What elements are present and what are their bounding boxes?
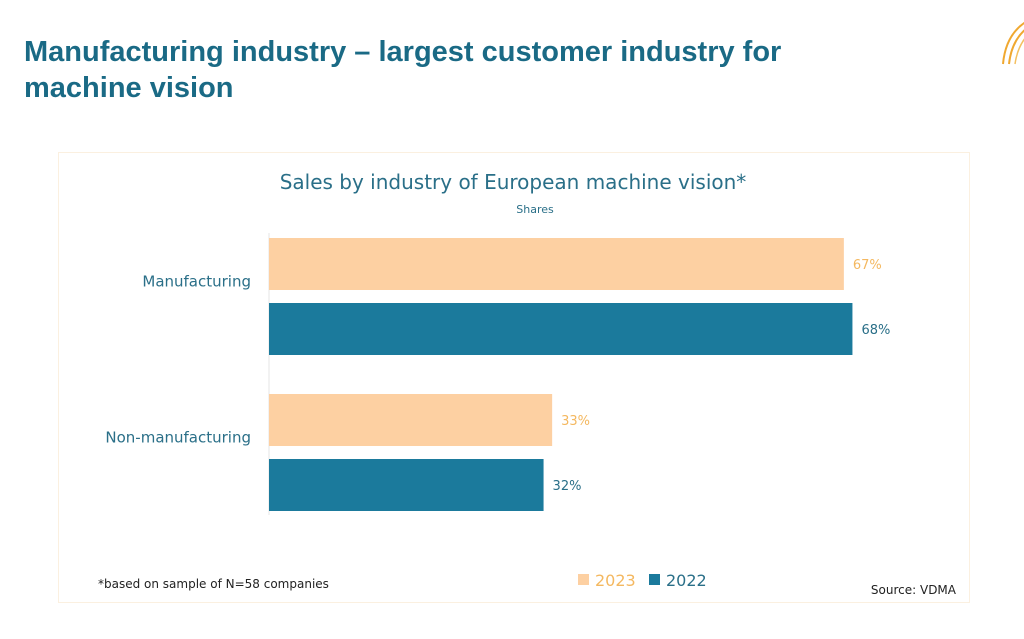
data-label: 68% — [861, 323, 890, 338]
data-label: 33% — [561, 414, 590, 429]
category-label: Manufacturing — [142, 273, 251, 291]
bar-2022-manufacturing — [269, 303, 853, 355]
legend-swatch-2022 — [649, 574, 660, 585]
legend-label-2022: 2022 — [666, 571, 707, 590]
footnote: *based on sample of N=58 companies — [98, 577, 329, 591]
chart-panel: Sales by industry of European machine vi… — [58, 152, 970, 603]
legend-swatch-2023 — [578, 574, 589, 585]
category-label: Non-manufacturing — [105, 429, 251, 447]
legend: 2023 2022 — [578, 571, 707, 590]
legend-label-2023: 2023 — [595, 571, 636, 590]
bar-2023-manufacturing — [269, 238, 844, 290]
bar-2022-non-manufacturing — [269, 459, 544, 511]
chart-title: Sales by industry of European machine vi… — [280, 170, 747, 194]
chart-subtitle: Shares — [516, 203, 554, 216]
bar-chart: Sales by industry of European machine vi… — [98, 170, 957, 597]
data-label: 67% — [853, 258, 882, 273]
source-label: Source: VDMA — [871, 583, 957, 597]
data-label: 32% — [553, 479, 582, 494]
slide-title: Manufacturing industry – largest custome… — [24, 36, 782, 104]
bar-2023-non-manufacturing — [269, 394, 553, 446]
sunburst-arcs-logo-icon — [1002, 22, 1024, 65]
